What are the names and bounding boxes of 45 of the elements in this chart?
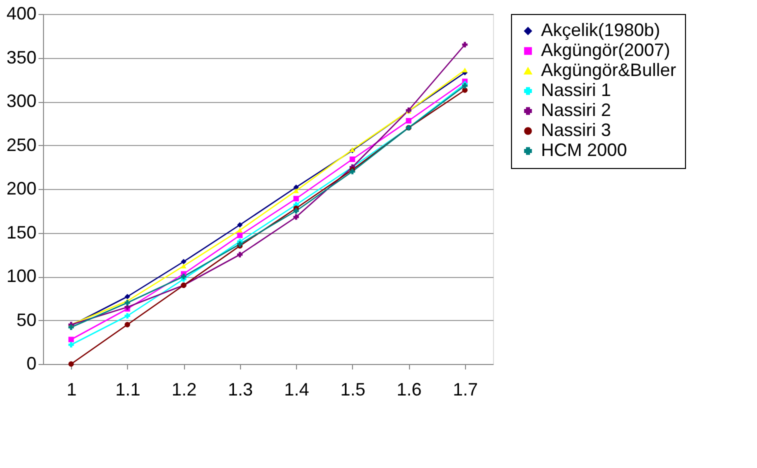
- point: [462, 68, 468, 72]
- point: [237, 228, 243, 232]
- x-tick-label: 1.6: [396, 380, 422, 400]
- x-tick-label: 1.4: [284, 380, 310, 400]
- point: [293, 188, 299, 194]
- point: [237, 222, 243, 228]
- point: [124, 313, 130, 319]
- point: [406, 118, 412, 124]
- legend-label: Nassiri 1: [541, 80, 612, 100]
- point: [180, 264, 186, 268]
- legend-label: Akgüngör&Buller: [541, 60, 676, 80]
- y-tick-label: 250: [6, 134, 36, 155]
- point: [293, 208, 299, 214]
- legend-label: HCM 2000: [541, 140, 628, 160]
- point: [237, 232, 243, 238]
- y-tick-label: 100: [6, 266, 36, 286]
- y-tick-label: 150: [6, 222, 36, 242]
- x-tick-label: 1.2: [172, 380, 197, 400]
- point: [180, 258, 186, 264]
- legend-label: Akgüngör(2007): [541, 40, 670, 60]
- x-tick-label: 1.7: [452, 380, 478, 400]
- point: [293, 196, 299, 202]
- point: [124, 322, 130, 328]
- point: [68, 361, 74, 367]
- y-tick-label: 0: [26, 354, 36, 374]
- point: [68, 342, 74, 348]
- x-tick-label: 1.3: [228, 380, 253, 400]
- point: [462, 87, 468, 93]
- x-tick-label: 1.1: [115, 380, 140, 400]
- legend-label: Nassiri 3: [541, 120, 612, 140]
- y-tick-label: 350: [6, 47, 36, 68]
- x-tick-label: 1.5: [340, 380, 366, 400]
- point: [462, 42, 468, 48]
- y-tick-label: 300: [6, 91, 36, 111]
- y-tick-label: 400: [6, 4, 36, 24]
- point: [68, 336, 74, 342]
- point: [237, 252, 243, 258]
- point: [350, 156, 356, 162]
- point: [124, 294, 130, 300]
- y-tick-label: 50: [16, 310, 36, 330]
- y-tick-label: 200: [6, 178, 36, 198]
- legend-label: Akçelik(1980b): [541, 20, 660, 40]
- legend-label: Nassiri 2: [541, 100, 612, 120]
- x-tick-label: 1: [66, 380, 77, 400]
- point: [293, 184, 299, 190]
